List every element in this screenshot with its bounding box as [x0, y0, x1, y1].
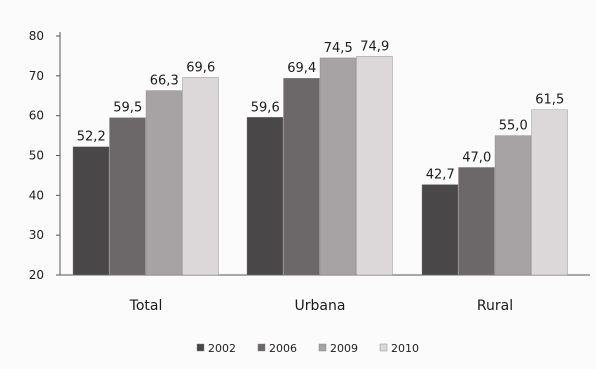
x-category-label: Urbana — [295, 298, 346, 314]
y-tick-label: 60 — [29, 109, 44, 123]
y-tick-label: 40 — [29, 188, 44, 202]
bar-urbana-2002 — [246, 117, 284, 276]
legend-label: 2006 — [269, 342, 297, 355]
data-label: 55,0 — [499, 119, 528, 134]
data-label: 74,9 — [360, 39, 389, 54]
data-label: 61,5 — [535, 93, 564, 108]
bar-urbana-2010 — [356, 56, 393, 276]
legend-swatch-2010 — [379, 343, 388, 352]
bar-total-2006 — [109, 117, 146, 276]
bar-total-2002 — [72, 146, 110, 276]
x-category-label: Rural — [477, 298, 513, 314]
data-label: 42,7 — [426, 168, 455, 183]
x-category-label: Total — [129, 298, 163, 314]
bar-rural-2006 — [458, 167, 495, 276]
y-tick-label: 20 — [29, 268, 44, 282]
legend-label: 2009 — [330, 342, 358, 355]
legend-label: 2002 — [208, 342, 236, 355]
legend-label: 2010 — [391, 342, 419, 355]
legend-swatch-2009 — [318, 343, 327, 352]
y-tick-label: 50 — [29, 149, 44, 163]
data-label: 52,2 — [77, 130, 106, 145]
y-tick-label: 70 — [29, 69, 44, 83]
bar-rural-2002 — [421, 184, 459, 276]
legend-swatch-2006 — [257, 343, 266, 352]
data-label: 74,5 — [324, 41, 353, 56]
bar-rural-2010 — [531, 109, 568, 276]
bar-rural-2009 — [494, 135, 532, 276]
data-label: 59,6 — [251, 100, 280, 115]
bar-urbana-2006 — [283, 78, 320, 276]
bar-total-2009 — [145, 90, 183, 276]
y-tick-label: 80 — [29, 29, 44, 43]
bar-total-2010 — [182, 77, 219, 276]
bar-urbana-2009 — [319, 57, 357, 276]
legend-swatch-2002 — [196, 343, 205, 352]
data-label: 69,6 — [186, 60, 215, 75]
data-label: 47,0 — [462, 150, 491, 165]
data-label: 59,5 — [113, 101, 142, 116]
data-label: 66,3 — [150, 74, 179, 89]
data-label: 69,4 — [287, 61, 316, 76]
y-tick-label: 30 — [29, 228, 44, 242]
